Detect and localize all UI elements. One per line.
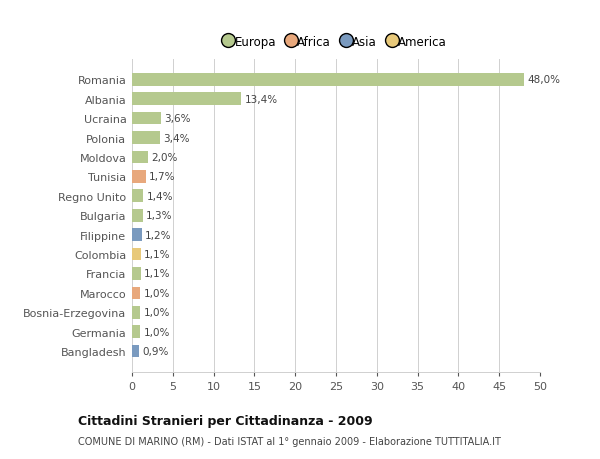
Bar xyxy=(132,209,143,222)
Bar xyxy=(132,171,146,183)
Text: 1,7%: 1,7% xyxy=(149,172,176,182)
Text: 13,4%: 13,4% xyxy=(245,95,278,105)
Text: 1,1%: 1,1% xyxy=(144,250,171,259)
Legend: Europa, Africa, Asia, America: Europa, Africa, Asia, America xyxy=(220,31,452,54)
Text: 0,9%: 0,9% xyxy=(143,347,169,356)
Bar xyxy=(132,132,160,145)
Bar xyxy=(132,345,139,358)
Text: 1,2%: 1,2% xyxy=(145,230,172,240)
Text: 1,0%: 1,0% xyxy=(143,288,170,298)
Text: 1,4%: 1,4% xyxy=(146,191,173,202)
Text: Cittadini Stranieri per Cittadinanza - 2009: Cittadini Stranieri per Cittadinanza - 2… xyxy=(78,414,373,428)
Bar xyxy=(132,151,148,164)
Bar xyxy=(132,74,524,86)
Bar xyxy=(132,306,140,319)
Text: 1,0%: 1,0% xyxy=(143,308,170,318)
Bar xyxy=(132,93,241,106)
Text: 3,6%: 3,6% xyxy=(164,114,191,124)
Bar xyxy=(132,190,143,203)
Text: 3,4%: 3,4% xyxy=(163,133,190,143)
Text: 1,3%: 1,3% xyxy=(146,211,172,221)
Text: COMUNE DI MARINO (RM) - Dati ISTAT al 1° gennaio 2009 - Elaborazione TUTTITALIA.: COMUNE DI MARINO (RM) - Dati ISTAT al 1°… xyxy=(78,436,501,446)
Bar xyxy=(132,248,141,261)
Bar xyxy=(132,268,141,280)
Text: 1,1%: 1,1% xyxy=(144,269,171,279)
Text: 2,0%: 2,0% xyxy=(152,153,178,162)
Bar xyxy=(132,287,140,300)
Bar xyxy=(132,112,161,125)
Text: 48,0%: 48,0% xyxy=(527,75,560,85)
Bar xyxy=(132,325,140,338)
Text: 1,0%: 1,0% xyxy=(143,327,170,337)
Bar xyxy=(132,229,142,241)
